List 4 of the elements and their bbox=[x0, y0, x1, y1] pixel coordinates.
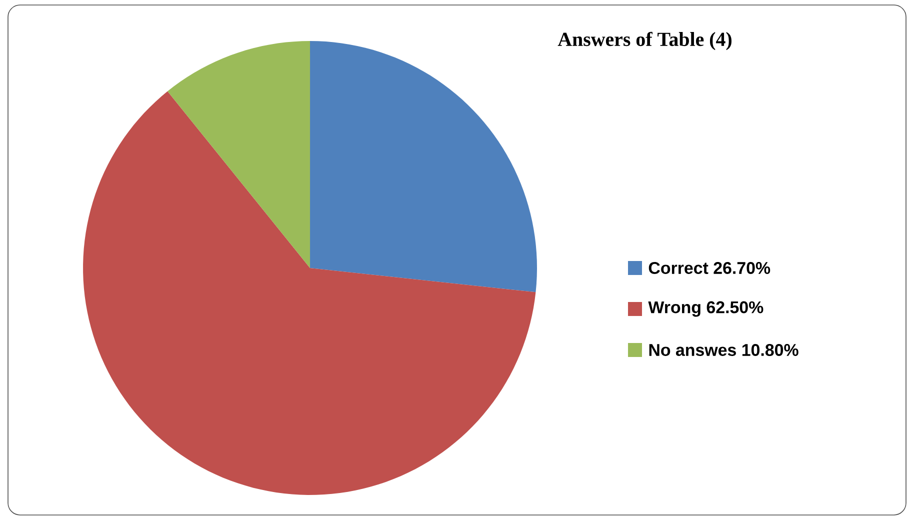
legend-label: No answes 10.80% bbox=[649, 344, 798, 356]
legend-label: Correct 26.70% bbox=[648, 262, 770, 274]
legend-label: Wrong 62.50% bbox=[648, 301, 764, 317]
chart-title: Answers of Table (4) bbox=[558, 32, 732, 50]
